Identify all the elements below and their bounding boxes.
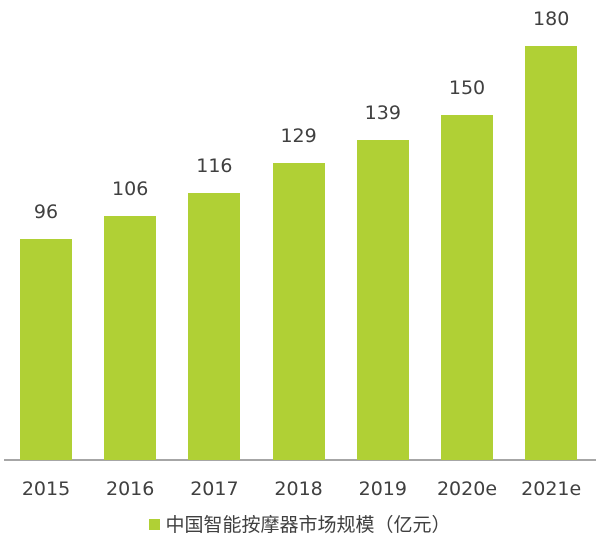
category-label: 2021e: [521, 478, 582, 500]
bar-2015: [20, 239, 72, 460]
legend-label: 中国智能按摩器市场规模（亿元）: [165, 514, 451, 536]
category-label: 2015: [21, 478, 71, 500]
category-label: 2019: [358, 478, 407, 500]
bar-2021e: [525, 46, 578, 460]
value-label: 139: [364, 102, 401, 125]
value-label: 96: [33, 201, 59, 224]
bar-2019: [356, 140, 409, 460]
bar-2016: [104, 216, 157, 460]
value-label: 150: [448, 77, 486, 99]
value-label: 116: [196, 155, 233, 178]
category-label: 2016: [106, 478, 155, 500]
bar-2017: [188, 193, 241, 460]
x-axis-line: [4, 459, 596, 461]
value-label: 129: [280, 125, 317, 148]
value-label: 180: [533, 8, 570, 30]
category-label: 2020e: [436, 478, 498, 500]
bar-2018: [272, 163, 325, 460]
category-label: 2018: [274, 478, 323, 500]
bar-2020e: [441, 115, 493, 460]
legend: 中国智能按摩器市场规模（亿元）: [0, 510, 600, 537]
category-label: 2017: [190, 478, 239, 500]
value-label: 106: [112, 178, 149, 201]
legend-swatch: [149, 519, 161, 530]
